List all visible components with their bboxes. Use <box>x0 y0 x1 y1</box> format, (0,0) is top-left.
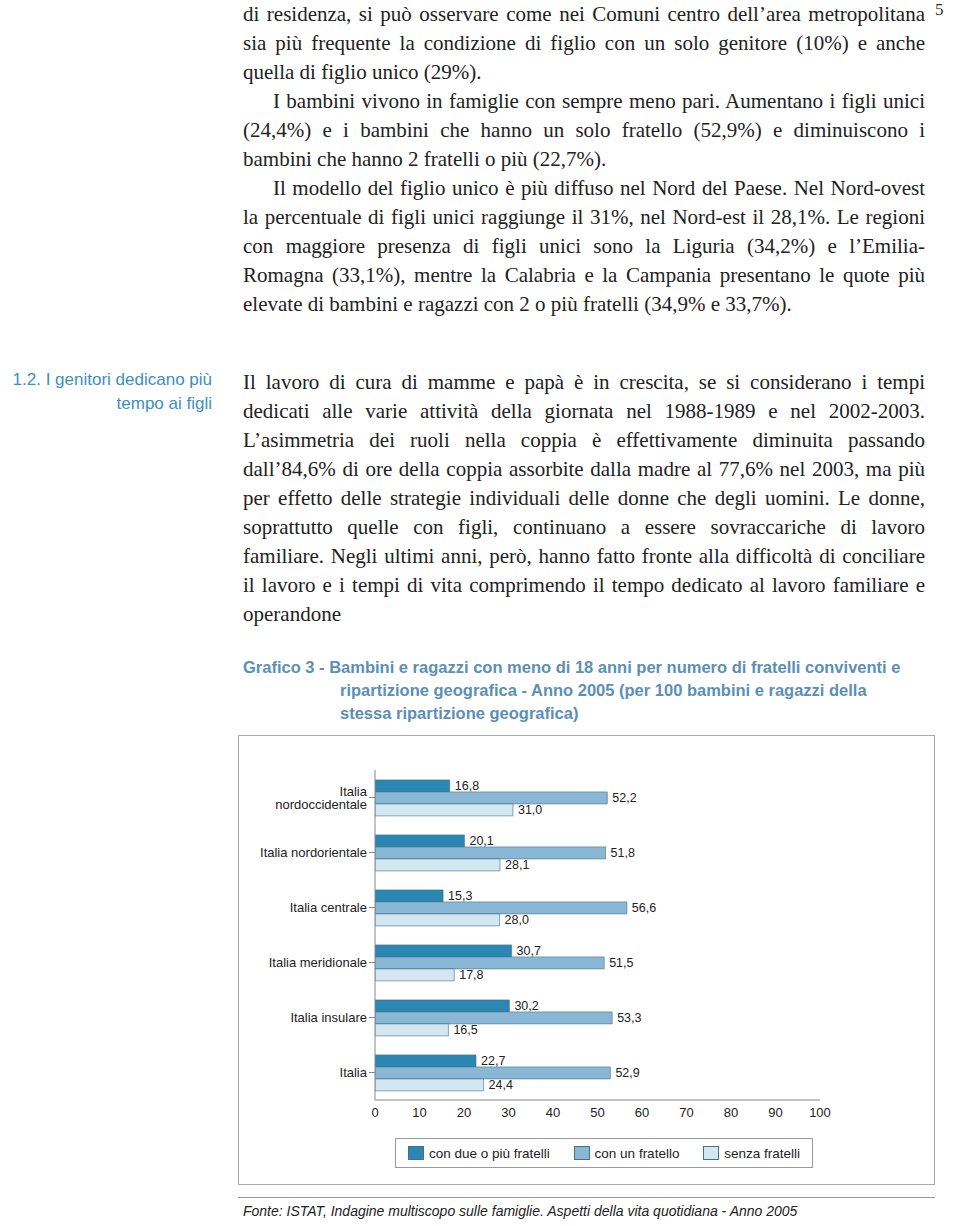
svg-text:15,3: 15,3 <box>448 889 472 903</box>
svg-text:Italia: Italia <box>340 1065 368 1080</box>
svg-text:51,5: 51,5 <box>609 956 633 970</box>
svg-text:90: 90 <box>768 1105 782 1120</box>
html-text:Il lavoro di cura di mamme e p: Il lavoro di cura di mamme e papà è in c… <box>243 370 925 626</box>
svg-text:16,5: 16,5 <box>453 1023 477 1037</box>
svg-text:52,9: 52,9 <box>615 1066 639 1080</box>
svg-text:28,0: 28,0 <box>505 913 529 927</box>
svg-text:24,4: 24,4 <box>489 1078 513 1092</box>
html-text:di residenza, si può osservare: di residenza, si può osservare come nei … <box>243 2 925 84</box>
svg-text:60: 60 <box>635 1105 649 1120</box>
svg-text:80: 80 <box>724 1105 738 1120</box>
svg-text:70: 70 <box>679 1105 693 1120</box>
svg-text:Italianordoccidentale: Italianordoccidentale <box>275 784 368 812</box>
html-text:5: 5 <box>935 0 944 19</box>
svg-text:20: 20 <box>457 1105 471 1120</box>
svg-text:Italia centrale: Italia centrale <box>290 900 367 915</box>
html-text:Il modello del figlio unico è: Il modello del figlio unico è più diffus… <box>243 176 925 316</box>
html-text:Grafico 3 - Bambini e ragazzi: Grafico 3 - Bambini e ragazzi con meno d… <box>243 658 901 722</box>
html-text:senza fratelli: senza fratelli <box>724 1145 800 1161</box>
svg-text:10: 10 <box>412 1105 426 1120</box>
svg-text:53,3: 53,3 <box>617 1011 641 1025</box>
svg-text:20,1: 20,1 <box>469 834 493 848</box>
svg-text:17,8: 17,8 <box>459 968 483 982</box>
svg-text:56,6: 56,6 <box>632 901 656 915</box>
svg-text:100: 100 <box>809 1105 831 1120</box>
svg-text:16,8: 16,8 <box>455 779 479 793</box>
svg-text:30: 30 <box>501 1105 515 1120</box>
svg-text:Italia insulare: Italia insulare <box>290 1010 367 1025</box>
svg-text:28,1: 28,1 <box>505 858 529 872</box>
html-text:con un fratello: con un fratello <box>594 1145 680 1161</box>
html-text:I bambini vivono in famiglie c: I bambini vivono in famiglie con sempre … <box>243 89 925 171</box>
html-text:Fonte: ISTAT, Indagine multisc: Fonte: ISTAT, Indagine multiscopo sulle … <box>243 1203 798 1219</box>
svg-text:50: 50 <box>590 1105 604 1120</box>
svg-text:0: 0 <box>371 1105 378 1120</box>
svg-text:Italia meridionale: Italia meridionale <box>269 955 367 970</box>
svg-text:22,7: 22,7 <box>481 1054 505 1068</box>
svg-text:30,2: 30,2 <box>514 999 538 1013</box>
svg-text:31,0: 31,0 <box>518 803 542 817</box>
svg-text:Italia nordorientale: Italia nordorientale <box>260 845 367 860</box>
svg-text:40: 40 <box>546 1105 560 1120</box>
svg-text:30,7: 30,7 <box>517 944 541 958</box>
svg-text:51,8: 51,8 <box>611 846 635 860</box>
html-text:con due o più fratelli: con due o più fratelli <box>428 1145 550 1161</box>
html-text:1.2. I genitori dedicano più t: 1.2. I genitori dedicano più tempo ai fi… <box>12 370 212 413</box>
svg-text:52,2: 52,2 <box>612 791 636 805</box>
